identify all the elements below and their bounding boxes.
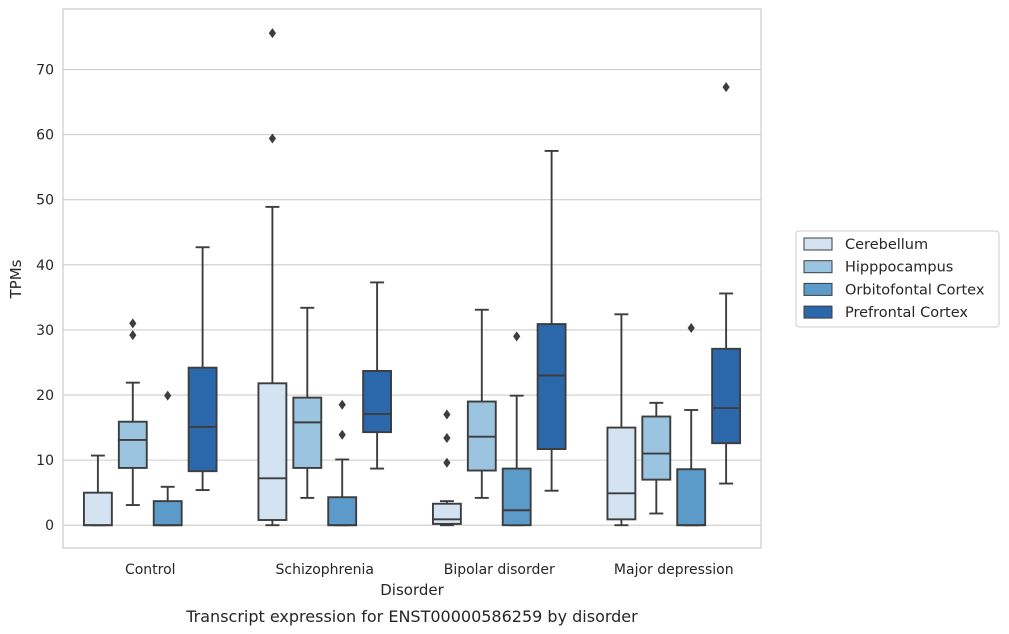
box-iqr	[257, 382, 288, 521]
x-tick-label: Control	[125, 562, 176, 578]
y-tick-label: 20	[36, 388, 54, 404]
outlier-point	[338, 429, 346, 440]
series-cerebellum	[82, 28, 637, 527]
legend-label: Prefrontal Cortex	[845, 305, 968, 321]
x-tick-labels: Control Schizophrenia Bipolar disorder Majo…	[125, 562, 734, 578]
legend-label: Cerebellum	[845, 237, 928, 253]
y-tick-label: 50	[36, 193, 54, 209]
box-group	[536, 149, 567, 492]
box-group	[257, 28, 288, 527]
box-group	[431, 409, 462, 527]
box-group	[501, 331, 532, 527]
outlier-point	[443, 432, 451, 443]
x-tick-label: Major depression	[614, 562, 734, 578]
box-group	[292, 306, 323, 499]
box-iqr	[152, 500, 183, 527]
chart-caption: Transcript expression for ENST0000058625…	[185, 607, 638, 626]
box-iqr	[711, 347, 742, 445]
box-group	[641, 401, 672, 515]
plot-area-frame	[62, 8, 762, 549]
y-tick-label: 0	[45, 518, 54, 534]
box-group	[676, 322, 707, 527]
legend-swatch	[803, 260, 833, 274]
box-group	[152, 390, 183, 527]
series-hipppocampus	[117, 306, 672, 515]
legend-frame	[795, 230, 1000, 328]
box-iqr	[641, 415, 672, 481]
outlier-point	[513, 331, 521, 342]
outlier-point	[129, 330, 137, 341]
legend-swatch	[803, 305, 833, 319]
y-tick-label: 30	[36, 323, 54, 339]
box-group	[606, 313, 637, 527]
y-tick-label: 60	[36, 128, 54, 144]
box-group	[82, 454, 113, 527]
y-tick-label: 10	[36, 453, 54, 469]
y-tick-labels: 0 10 20 30 40 50 60 70	[36, 63, 54, 535]
box-iqr	[676, 468, 707, 527]
box-series	[82, 28, 742, 527]
box-iqr	[362, 369, 393, 434]
x-tick-label: Schizophrenia	[276, 562, 374, 578]
box-iqr	[606, 426, 637, 521]
box-group	[466, 308, 497, 499]
box-group	[711, 82, 742, 485]
box-iqr	[501, 467, 532, 527]
series-orbitofontal-cortex	[152, 322, 707, 527]
legend-label: Hipppocampus	[845, 260, 953, 276]
outlier-point	[722, 82, 730, 93]
outlier-point	[268, 28, 276, 39]
y-tick-label: 70	[36, 63, 54, 79]
outlier-point	[443, 457, 451, 468]
legend-swatch	[803, 237, 833, 251]
box-group	[187, 246, 218, 492]
outlier-point	[129, 318, 137, 329]
box-group	[362, 281, 393, 470]
box-iqr	[117, 420, 148, 469]
box-iqr	[82, 491, 113, 527]
legend-label: Orbitofontal Cortex	[845, 282, 985, 298]
outlier-point	[687, 322, 695, 333]
outlier-point	[338, 399, 346, 410]
box-group	[327, 399, 358, 527]
box-iqr	[187, 366, 218, 473]
box-iqr	[327, 496, 358, 527]
outlier-point	[443, 409, 451, 420]
series-prefrontal-cortex	[187, 82, 742, 492]
legend: Cerebellum Hipppocampus Orbitofontal Corte…	[795, 230, 1000, 328]
y-axis-title: TPMs	[7, 259, 25, 299]
y-tick-label: 40	[36, 258, 54, 274]
box-iqr	[431, 502, 462, 525]
box-iqr	[292, 396, 323, 469]
box-iqr	[536, 323, 567, 451]
x-axis-title: Disorder	[380, 581, 444, 599]
box-group	[117, 318, 148, 506]
outlier-point	[268, 133, 276, 144]
x-tick-label: Bipolar disorder	[444, 562, 555, 578]
legend-swatch	[803, 282, 833, 296]
outlier-point	[164, 390, 172, 401]
